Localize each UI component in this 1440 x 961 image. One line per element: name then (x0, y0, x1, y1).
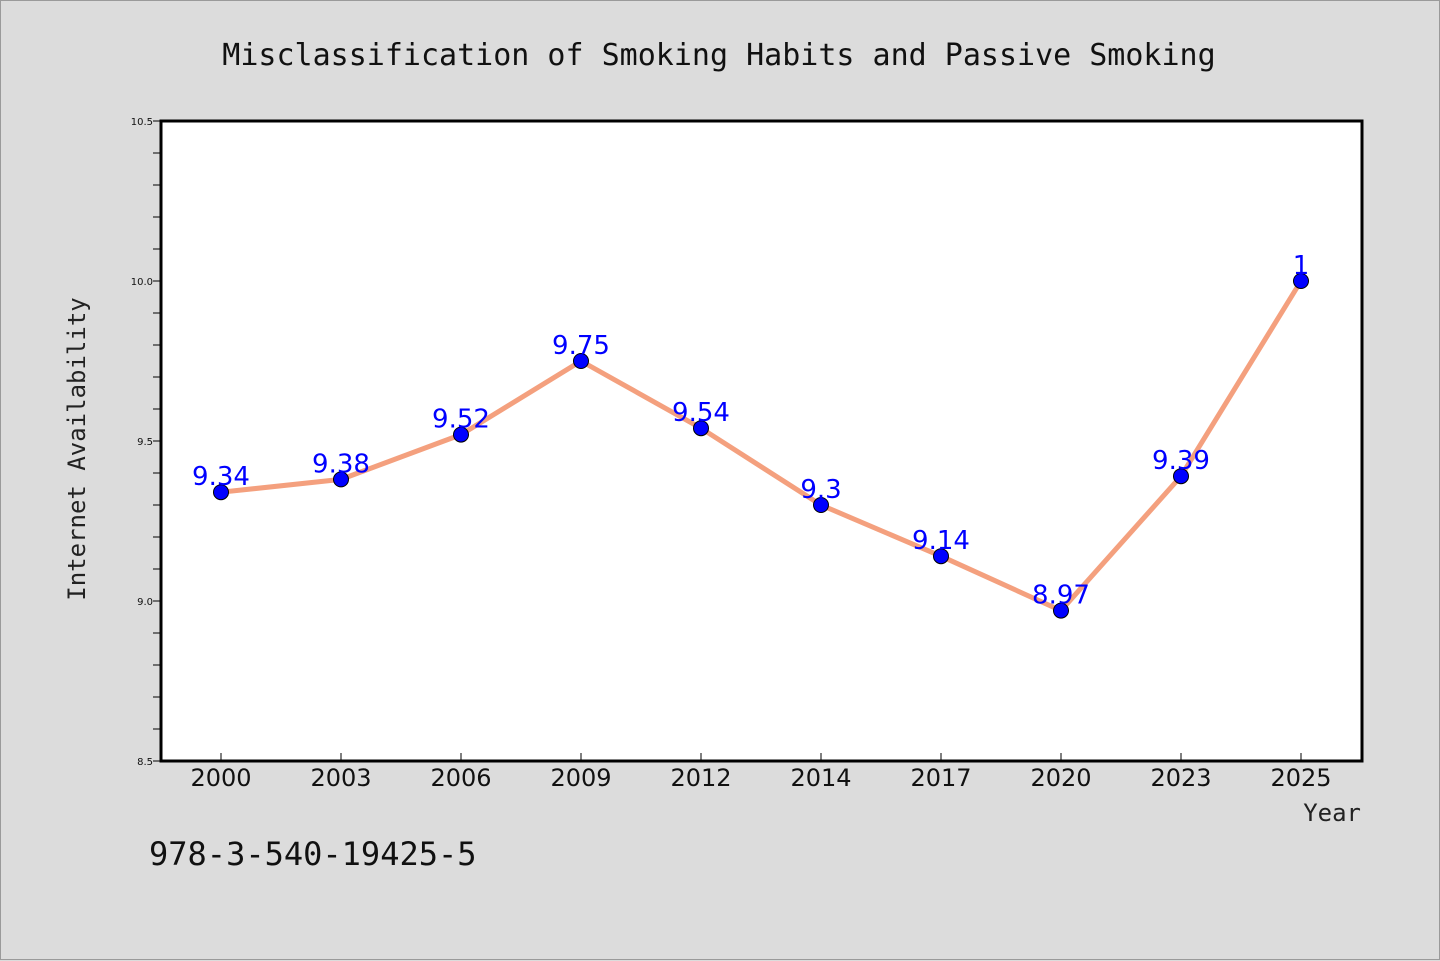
y-tick-label: 9.5 (137, 437, 153, 448)
data-label: 9.75 (552, 331, 610, 361)
data-label: 9.38 (312, 449, 370, 479)
footer-text: 978-3-540-19425-5 (149, 835, 477, 873)
data-point (573, 353, 589, 369)
data-point (1293, 273, 1309, 289)
x-tick-label: 2012 (670, 764, 731, 792)
data-point (1053, 602, 1069, 619)
y-tick-label: 9.0 (137, 597, 153, 608)
x-tick-label: 2023 (1150, 764, 1211, 792)
data-point (1173, 468, 1189, 485)
data-label: 8.97 (1032, 581, 1090, 611)
chart-title: Misclassification of Smoking Habits and … (222, 38, 1215, 73)
data-point (813, 497, 829, 513)
x-tick-label: 2003 (310, 764, 371, 792)
x-tick-label: 2000 (190, 764, 251, 792)
y-tick-label: 10.0 (131, 277, 153, 288)
data-point (933, 548, 949, 565)
y-tick-label: 8.5 (137, 757, 153, 768)
data-point (693, 420, 709, 437)
y-axis-ticks: 8.5 9.0 9.5 10.0 10.5 (131, 117, 161, 768)
data-label: 9.54 (672, 398, 730, 428)
y-tick-label: 10.5 (131, 117, 153, 128)
plot-area (159, 119, 1364, 763)
data-label: 9.14 (912, 526, 970, 556)
data-label: 9.3 (800, 475, 841, 505)
x-tick-label: 2006 (430, 764, 491, 792)
data-point (453, 426, 469, 443)
x-tick-label: 2014 (790, 764, 851, 792)
x-tick-label: 2020 (1030, 764, 1091, 792)
series-line (218, 278, 1304, 614)
x-tick-label: 2009 (550, 764, 611, 792)
data-label: 1 (1293, 251, 1310, 281)
data-labels: 9.34 9.38 9.52 9.75 9.54 9.3 9.14 8.97 9.39 1 (192, 251, 1309, 611)
x-tick-label: 2025 (1270, 764, 1331, 792)
x-axis-label: Year (1303, 799, 1361, 827)
x-tick-label: 2017 (910, 764, 971, 792)
data-label: 9.39 (1152, 446, 1210, 476)
data-point (333, 471, 349, 488)
data-label: 9.34 (192, 462, 250, 492)
data-point (213, 484, 229, 501)
series-layer (213, 273, 1309, 619)
y-axis-label: Internet Availability (63, 297, 91, 600)
x-axis-ticks: 2000 2003 2006 2009 2012 2014 2017 2020 2023 2025 (190, 753, 1332, 792)
data-label: 9.52 (432, 405, 490, 435)
